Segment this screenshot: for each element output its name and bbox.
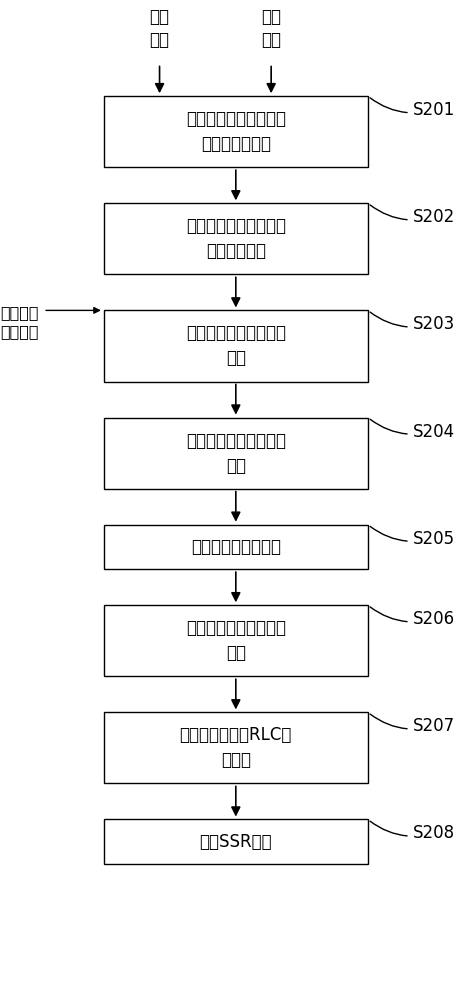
Text: S204: S204	[370, 419, 455, 441]
Bar	[104, 310, 368, 382]
Bar	[104, 525, 368, 569]
Text: 量化SSR分析: 量化SSR分析	[200, 833, 272, 851]
Bar	[104, 418, 368, 489]
Text: S205: S205	[370, 526, 455, 548]
Text: S207: S207	[370, 714, 455, 735]
Text: 建立频域内的代数方程
模型: 建立频域内的代数方程 模型	[186, 432, 286, 475]
Text: S203: S203	[370, 312, 455, 333]
Text: 电厂
参数: 电厂 参数	[149, 8, 170, 49]
Bar	[104, 605, 368, 676]
Bar	[104, 819, 368, 864]
Text: 系统
参数: 系统 参数	[261, 8, 281, 49]
Text: 建立电厂及其串补输电
系统的等值模型: 建立电厂及其串补输电 系统的等值模型	[186, 110, 286, 153]
Bar	[104, 203, 368, 274]
Text: 寻找阻抗模型的串联谐
振点: 寻找阻抗模型的串联谐 振点	[186, 619, 286, 662]
Bar	[104, 712, 368, 783]
Text: 建立等值模型的非线性
微分方程模型: 建立等值模型的非线性 微分方程模型	[186, 217, 286, 260]
Text: 建立线性化的状态方程
模型: 建立线性化的状态方程 模型	[186, 324, 286, 367]
Text: 建立系统的阻抗模型: 建立系统的阻抗模型	[191, 538, 281, 556]
Text: S206: S206	[370, 607, 455, 628]
Bar	[104, 96, 368, 167]
Text: 某关注工
况的参数: 某关注工 况的参数	[0, 305, 39, 339]
Text: S208: S208	[370, 821, 455, 842]
Text: S201: S201	[370, 98, 455, 119]
Text: S202: S202	[370, 205, 455, 226]
Text: 聚合为等效二阶RLC电
路模型: 聚合为等效二阶RLC电 路模型	[180, 726, 292, 769]
